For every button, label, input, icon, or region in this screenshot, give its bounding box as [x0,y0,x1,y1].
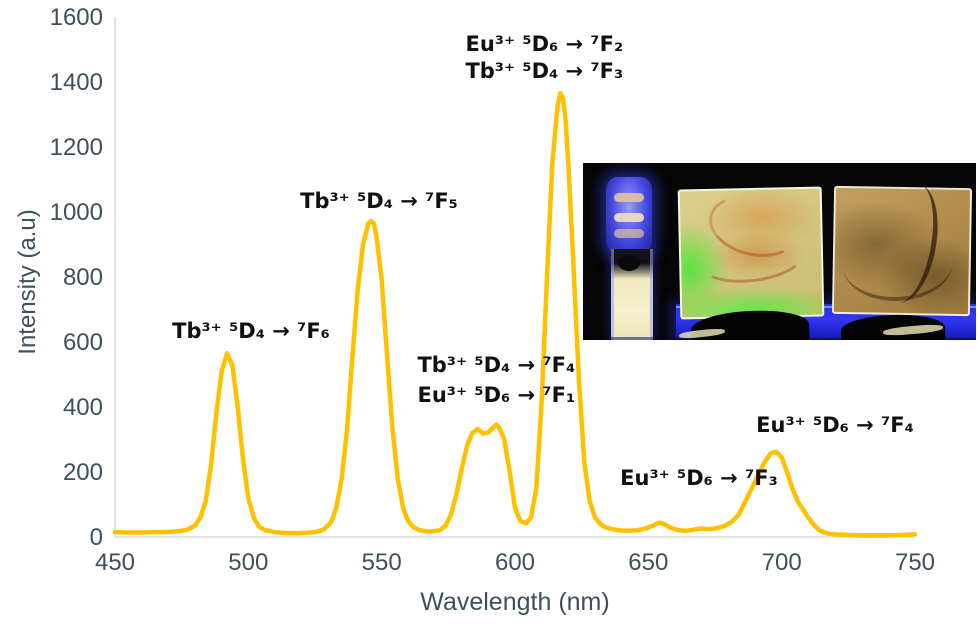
x-tick-label: 450 [95,549,135,576]
peak-annotation: Eu³⁺ ⁵D₆ → ⁷F₄ [756,412,914,437]
y-tick-label: 600 [63,329,103,356]
peak-annotation: Tb³⁺ ⁵D₄ → ⁷F₅ [300,188,458,213]
x-tick-label: 700 [762,549,802,576]
y-tick-label: 400 [63,394,103,421]
x-tick-label: 550 [362,549,402,576]
y-tick-label: 1200 [50,134,103,161]
peak-annotation: Tb³⁺ ⁵D₄ → ⁷F₆ [172,318,330,343]
y-tick-label: 1400 [50,69,103,96]
cuvette-body [611,249,653,340]
x-tick-label: 750 [895,549,935,576]
y-axis-title: Intensity (a.u) [14,209,41,355]
slide-brown [831,179,973,317]
dark-streak [840,224,955,304]
spectrum-curve [112,90,918,538]
slide-green [677,186,825,320]
cap-stripe [614,193,644,202]
orange-swirl [696,229,808,289]
inset-photo [583,163,976,340]
y-tick-label: 1600 [50,4,103,31]
peak-annotation: Tb³⁺ ⁵D₄ → ⁷F₄ [417,353,576,378]
y-tick-label: 1000 [50,199,103,226]
y-tick-label: 0 [90,524,103,551]
cap-stripe [614,213,644,222]
cuvette-cap [606,177,652,253]
cap-stripe [614,229,644,238]
peak-annotation: Eu³⁺ ⁵D₆ → ⁷F₃ [620,466,778,491]
x-tick-label: 500 [228,549,268,576]
x-tick-label: 600 [495,549,535,576]
x-axis-title: Wavelength (nm) [420,588,610,616]
y-tick-label: 800 [63,264,103,291]
peak-annotation: Tb³⁺ ⁵D₄ → ⁷F₃ [465,58,624,83]
cuvette-meniscus [618,255,640,271]
cuvette-photo [606,177,653,340]
peak-annotation: Eu³⁺ ⁵D₆ → ⁷F₁ [417,382,576,407]
peak-annotation: Eu³⁺ ⁵D₆ → ⁷F₂ [465,31,624,56]
y-tick-label: 200 [63,459,103,486]
x-tick-label: 650 [628,549,668,576]
